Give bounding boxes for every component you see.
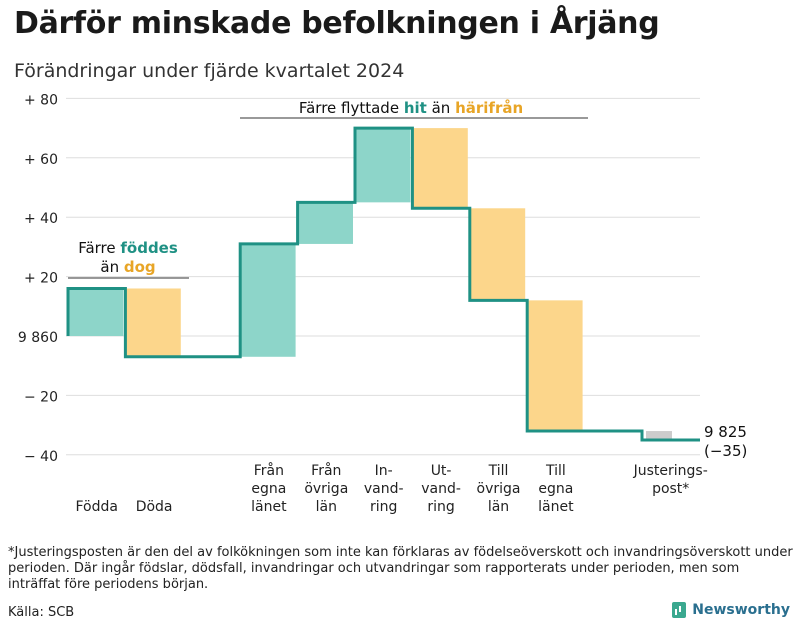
y-tick-label: − 20 [24,389,58,405]
y-tick-label: + 20 [24,271,58,287]
annotation-births-line2: än dog [100,258,155,276]
waterfall-bar [646,431,672,440]
x-tick-label: Till egna länet [538,463,574,515]
annotation-migration: Färre flyttade hit än härifrån [299,99,523,117]
y-tick-label: + 40 [24,211,58,227]
x-tick-label: In-vand-ring [364,463,404,515]
waterfall-bar [413,128,468,209]
source-note: Källa: SCB [8,605,75,620]
waterfall-bar [528,300,583,432]
x-tick-label: Justerings-post* [633,463,708,497]
waterfall-bar [298,202,353,244]
newsworthy-icon [672,602,687,618]
annotation-births-line1: Färre föddes [78,239,178,257]
y-tick-label: + 80 [24,92,58,108]
footnote: *Justeringsposten är den del av folkökni… [8,545,793,592]
waterfall-chart: + 80 + 60 + 40 + 20 9 860 − 20 − 40 Födda Döda Fr… [18,92,747,515]
x-tick-label: Döda [136,499,173,515]
end-value-label: 9 825 [704,423,747,441]
chart-title: Därför minskade befolkningen i Årjäng [14,6,660,41]
y-tick-label: + 60 [24,152,58,168]
waterfall-bar [126,288,181,357]
y-tick-label: − 40 [24,449,58,465]
brand-name: Newsworthy [692,602,790,618]
waterfall-bar [356,128,411,203]
x-tick-label: Från egna länet [251,462,287,515]
x-tick-label: Från övriga län [304,462,348,515]
x-tick-label: Födda [75,499,117,515]
end-change-label: (−35) [704,442,747,460]
brand-logo: Newsworthy [672,602,790,618]
y-tick-label: 9 860 [18,330,58,346]
x-tick-label: Till övriga län [477,463,521,515]
x-tick-label: Ut-vand-ring [421,463,461,515]
running-total-line [66,126,700,442]
waterfall-bar [241,243,296,357]
waterfall-bar [69,288,124,336]
waterfall-bar [470,208,526,301]
chart-subtitle: Förändringar under fjärde kvartalet 2024 [14,60,405,82]
